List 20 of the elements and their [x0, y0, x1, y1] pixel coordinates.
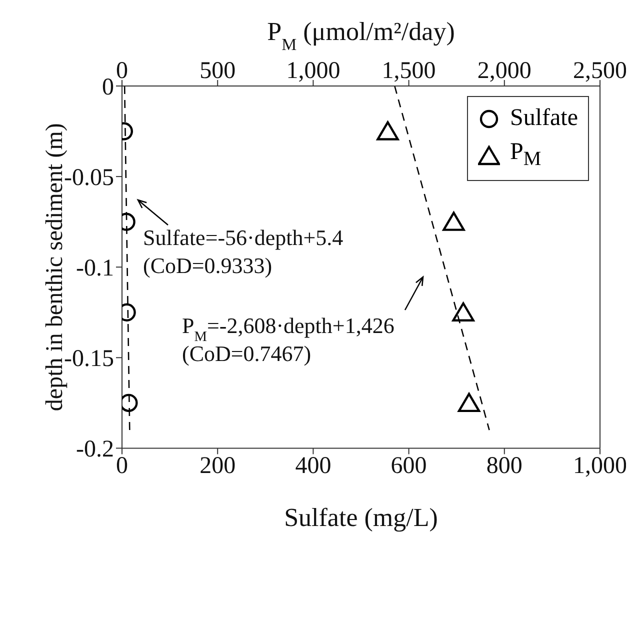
x2-axis-title: P$_{M}$ (μmol/m²/day) [267, 17, 455, 54]
x2-tick-label: 1,500 [382, 58, 436, 84]
y-tick-label: 0 [102, 74, 114, 101]
x-tick-label: 800 [486, 453, 522, 480]
x-tick-label: 400 [295, 453, 332, 480]
y-tick-label: -0.1 [76, 256, 114, 282]
x2-tick-label: 1,000 [286, 58, 340, 84]
x-tick-label: 1,000 [573, 453, 627, 480]
x2-tick-label: 2,000 [477, 58, 532, 84]
legend-label: Sulfate [510, 104, 578, 133]
x2-tick-label: 2,500 [573, 58, 627, 84]
x-axis-title: Sulfate (mg/L) [284, 503, 438, 532]
x-tick-label: 600 [390, 453, 427, 480]
annotation: Sulfate=-56·depth+5.4 (CoD=0.9333) [143, 225, 344, 278]
annotation: P$_{M}$=-2,608·depth+1,426 (CoD=0.7467) [182, 313, 394, 366]
x2-tick-label: 500 [200, 58, 236, 84]
legend-label: P$_{M}$ [510, 138, 542, 172]
x-tick-label: 200 [200, 453, 236, 480]
y-tick-label: -0.05 [64, 165, 114, 192]
y-tick-label: -0.2 [76, 436, 114, 463]
